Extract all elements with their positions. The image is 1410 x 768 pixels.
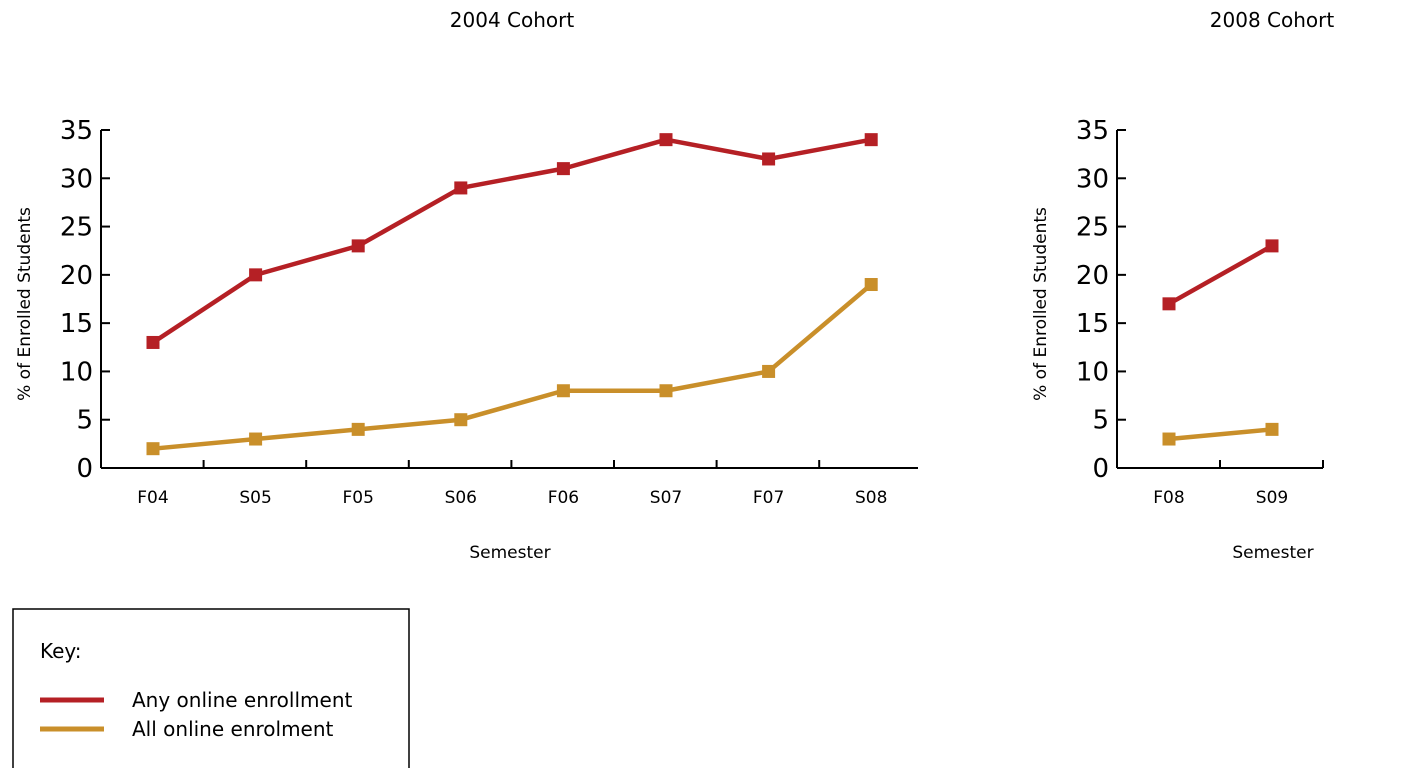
y-tick-label: 10 bbox=[60, 357, 93, 387]
chart-panel-0: 2004 Cohort 0 5 10 15 20 25 30 35 F04 S05 F05 S06 F06… bbox=[15, 8, 918, 563]
x-tick-label: S07 bbox=[650, 488, 682, 508]
data-point bbox=[762, 364, 776, 378]
y-tick-label: 15 bbox=[1076, 309, 1109, 339]
y-axis-label: % of Enrolled Students bbox=[15, 207, 35, 401]
x-tick-label: F05 bbox=[342, 488, 373, 508]
data-point bbox=[1265, 239, 1279, 253]
y-tick-label: 30 bbox=[1076, 164, 1109, 194]
series-line-1 bbox=[1168, 427, 1273, 442]
data-point bbox=[351, 239, 365, 253]
y-axis-label: % of Enrolled Students bbox=[1031, 207, 1051, 401]
data-point bbox=[249, 268, 263, 282]
y-tick-label: 0 bbox=[1092, 454, 1109, 484]
y-tick-label: 35 bbox=[60, 116, 93, 146]
y-tick-label: 0 bbox=[76, 454, 93, 484]
data-point bbox=[249, 432, 263, 446]
legend-heading: Key: bbox=[40, 639, 82, 663]
x-tick-label: S09 bbox=[1256, 488, 1288, 508]
data-point bbox=[146, 442, 160, 456]
data-point bbox=[864, 278, 878, 292]
series-line-1 bbox=[152, 282, 873, 451]
data-point bbox=[864, 133, 878, 147]
data-point bbox=[454, 181, 468, 195]
y-tick-label: 25 bbox=[60, 213, 93, 243]
y-tick-label: 25 bbox=[1076, 213, 1109, 243]
x-tick-label: S05 bbox=[239, 488, 271, 508]
chart-title: 2008 Cohort bbox=[1210, 8, 1335, 32]
data-point bbox=[454, 413, 468, 427]
y-tick-label: 10 bbox=[1076, 357, 1109, 387]
x-tick-label: F06 bbox=[548, 488, 579, 508]
x-axis-label: Semester bbox=[469, 543, 550, 563]
data-point bbox=[146, 335, 160, 349]
y-tick-label: 15 bbox=[60, 309, 93, 339]
chart-panel-1: 2008 Cohort 0 5 10 15 20 25 30 35 F08 S09 Semester%… bbox=[1031, 8, 1334, 563]
legend-label-0: Any online enrollment bbox=[132, 688, 352, 712]
x-axis-label: Semester bbox=[1232, 543, 1313, 563]
legend: Key: Any online enrollment All online enro… bbox=[12, 608, 410, 768]
data-point bbox=[1265, 422, 1279, 436]
data-point bbox=[762, 152, 776, 166]
y-tick-label: 30 bbox=[60, 164, 93, 194]
data-point bbox=[659, 384, 673, 398]
x-tick-label: F07 bbox=[753, 488, 784, 508]
data-point bbox=[1162, 297, 1176, 311]
series-line-0 bbox=[151, 137, 872, 345]
data-point bbox=[351, 422, 365, 436]
y-tick-label: 20 bbox=[60, 261, 93, 291]
x-tick-label: S08 bbox=[855, 488, 887, 508]
data-point bbox=[556, 162, 570, 176]
x-tick-label: S06 bbox=[445, 488, 477, 508]
legend-box bbox=[12, 608, 410, 768]
y-tick-label: 5 bbox=[1092, 406, 1109, 436]
data-point bbox=[659, 133, 673, 147]
y-tick-label: 20 bbox=[1076, 261, 1109, 291]
x-tick-label: F04 bbox=[137, 488, 168, 508]
data-point bbox=[556, 384, 570, 398]
series-line-0 bbox=[1167, 243, 1274, 306]
x-tick-label: F08 bbox=[1153, 488, 1184, 508]
data-point bbox=[1162, 432, 1176, 446]
y-tick-label: 35 bbox=[1076, 116, 1109, 146]
chart-title: 2004 Cohort bbox=[450, 8, 575, 32]
legend-label-1: All online enrolment bbox=[132, 717, 334, 741]
y-tick-label: 5 bbox=[76, 406, 93, 436]
